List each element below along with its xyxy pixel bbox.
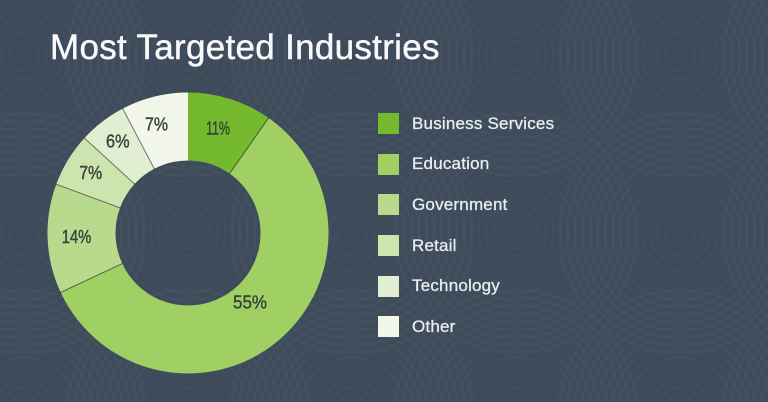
- svg-text:55%: 55%: [233, 293, 267, 313]
- svg-text:11%: 11%: [206, 118, 230, 138]
- svg-text:7%: 7%: [79, 163, 102, 183]
- svg-text:14%: 14%: [62, 227, 92, 247]
- svg-text:7%: 7%: [145, 115, 168, 135]
- svg-text:6%: 6%: [106, 132, 130, 152]
